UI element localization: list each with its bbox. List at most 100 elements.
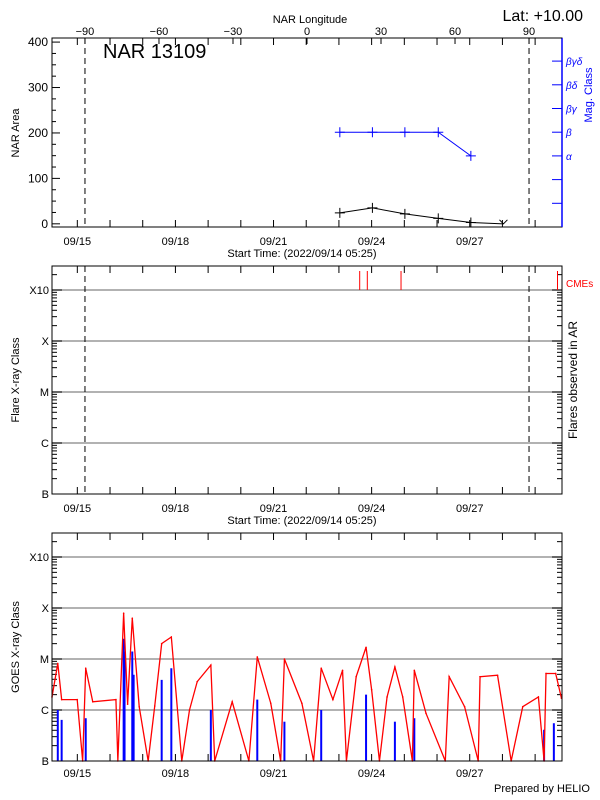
- mag-class-data-point: [465, 150, 476, 161]
- y-tick-label: B: [42, 489, 49, 501]
- mag-class-tick-label: α: [566, 152, 572, 163]
- y-tick-label: M: [40, 387, 49, 399]
- goes-long-channel-point: [269, 702, 272, 705]
- top-tick-label: 0: [304, 26, 310, 38]
- mag-class-ylabel: Mag. Class: [583, 67, 595, 123]
- area-data-point: [465, 217, 476, 228]
- flares-observed-ylabel: Flares observed in AR: [566, 321, 580, 439]
- top-axis-label: NAR Longitude: [273, 14, 348, 26]
- goes-long-channel-point: [463, 705, 466, 708]
- top-tick-label: −90: [76, 26, 95, 38]
- area-data-point: [399, 208, 410, 219]
- goes-long-channel-point: [153, 705, 156, 707]
- goes-long-channel-point: [126, 703, 129, 705]
- mag-class-data-point: [433, 127, 444, 138]
- nar-area-ylabel: NAR Area: [10, 108, 22, 158]
- goes-long-channel-point: [196, 680, 199, 683]
- goes-long-channel-point: [479, 675, 481, 678]
- goes-long-channel-point: [56, 662, 59, 665]
- mag-class-data-point: [399, 127, 410, 138]
- goes-long-channel-point: [210, 664, 212, 666]
- x-tick-label: 09/27: [456, 503, 484, 515]
- flare-class-panel: B C M X X10 09/15 09/18 09/21 09/24 09/27: [29, 265, 563, 515]
- y-tick-label: C: [41, 705, 49, 717]
- x-tick-label: 09/21: [260, 768, 288, 780]
- goes-long-channel-point: [115, 698, 117, 701]
- goes-long-channel-point: [394, 666, 396, 668]
- goes-long-channel-point: [521, 705, 524, 708]
- goes-long-channel-point: [448, 675, 450, 678]
- mag-class-data-point: [334, 127, 345, 138]
- x-tick-label: 09/24: [358, 768, 386, 780]
- goes-long-channel-point: [496, 674, 499, 677]
- plot-frame: [51, 265, 563, 495]
- y-tick-label: X: [42, 336, 50, 348]
- plot-frame: [51, 532, 563, 762]
- goes-long-channel-point: [425, 712, 427, 715]
- y-tick-label: 100: [28, 171, 48, 185]
- x-tick-label: 09/21: [260, 503, 288, 515]
- y-tick-label: 400: [28, 35, 48, 49]
- y-tick-label: M: [40, 654, 49, 666]
- nar-area-panel: 09/15 09/18 09/21 09/24 09/270100200300400−9…: [28, 26, 583, 248]
- goes-long-channel-point: [332, 698, 334, 701]
- x-tick-label: 09/21: [260, 236, 288, 248]
- goes-long-channel-point: [370, 688, 373, 691]
- top-tick-label: 90: [523, 26, 535, 38]
- mag-class-tick-label: βγ: [565, 105, 578, 116]
- area-data-point: [499, 219, 508, 225]
- y-tick-label: X10: [29, 285, 49, 297]
- goes-long-channel-point: [401, 696, 404, 698]
- x-tick-label: 09/24: [358, 236, 386, 248]
- plot-frame: [51, 37, 563, 228]
- goes-long-channel-point: [138, 705, 140, 708]
- goes-long-channel-point: [537, 696, 540, 698]
- mag-class-data-point: [367, 127, 378, 138]
- goes-long-channel-point: [413, 669, 416, 672]
- x-tick-label: 09/24: [358, 503, 386, 515]
- x-tick-label: 09/27: [456, 236, 484, 248]
- goes-long-channel-point: [122, 612, 125, 615]
- nar-number-annotation: NAR 13109: [103, 41, 206, 63]
- area-data-point: [367, 202, 378, 213]
- goes-class-ylabel: GOES X-ray Class: [10, 601, 22, 693]
- goes-long-channel-point: [320, 667, 323, 670]
- cme-legend: CMEs: [566, 279, 593, 290]
- flare-class-ylabel: Flare X-ray Class: [10, 337, 22, 422]
- goes-long-channel-point: [160, 642, 163, 645]
- goes-long-channel-point: [386, 696, 388, 698]
- goes-long-channel-line: [51, 613, 563, 762]
- x-tick-label: 09/18: [162, 768, 190, 780]
- goes-long-channel-point: [131, 617, 134, 620]
- area-data-point: [433, 213, 444, 224]
- goes-long-channel-point: [188, 709, 191, 711]
- mid-xlabel: Start Time: (2022/09/14 05:25): [227, 515, 376, 527]
- top-tick-label: 30: [375, 26, 387, 38]
- y-tick-label: 200: [28, 126, 48, 140]
- y-tick-label: C: [41, 438, 49, 450]
- y-tick-label: X: [42, 603, 50, 615]
- top-xlabel: Start Time: (2022/09/14 05:25): [227, 248, 376, 260]
- area-series-line: [339, 207, 504, 225]
- mag-class-tick-label: βγδ: [565, 57, 583, 68]
- area-data-point: [334, 207, 345, 218]
- goes-long-channel-point: [170, 636, 173, 638]
- goes-long-channel-point: [283, 658, 286, 660]
- goes-long-channel-point: [554, 672, 557, 675]
- latitude-label: Lat: +10.00: [502, 8, 583, 25]
- top-tick-label: 60: [449, 26, 461, 38]
- goes-long-channel-point: [341, 669, 344, 672]
- y-tick-label: B: [42, 756, 49, 768]
- goes-long-channel-point: [301, 702, 303, 705]
- goes-long-channel-point: [231, 700, 233, 703]
- x-tick-label: 09/15: [64, 768, 92, 780]
- y-tick-label: X10: [29, 552, 49, 564]
- goes-long-channel-point: [355, 675, 357, 678]
- x-tick-label: 09/15: [64, 503, 92, 515]
- x-tick-label: 09/18: [162, 503, 190, 515]
- mag-class-tick-label: β: [565, 128, 572, 139]
- top-tick-label: −30: [224, 26, 243, 38]
- goes-long-channel-point: [60, 698, 63, 701]
- x-tick-label: 09/27: [456, 768, 484, 780]
